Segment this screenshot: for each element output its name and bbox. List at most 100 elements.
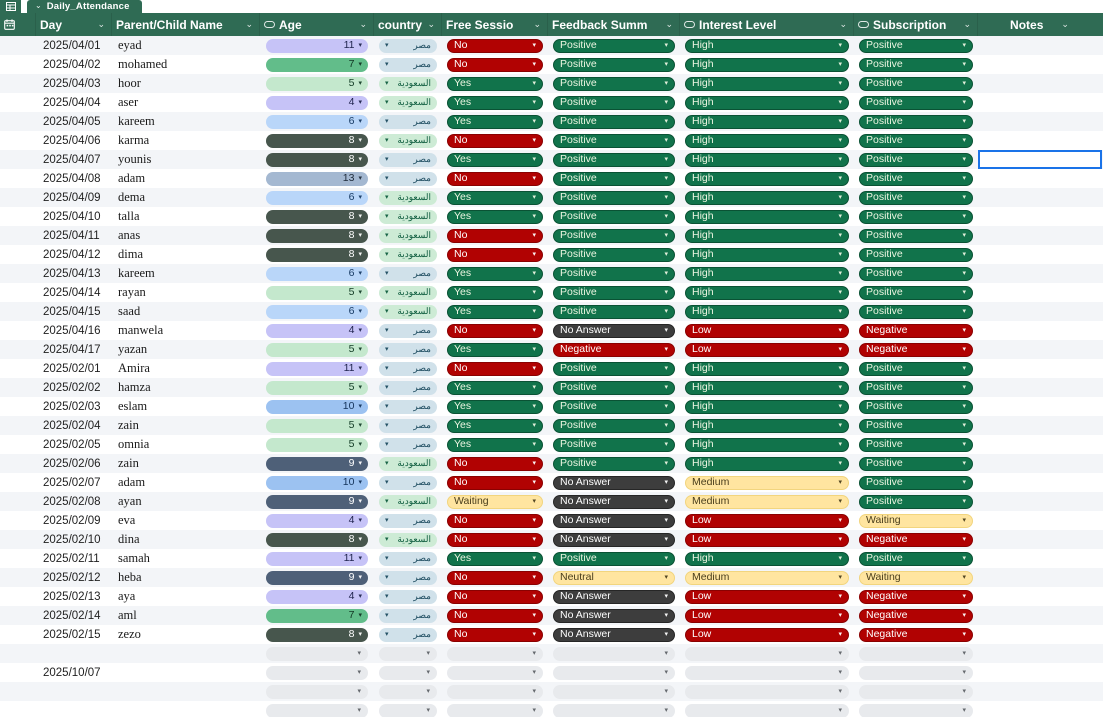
free-cell[interactable]: ▾ <box>442 701 548 717</box>
notes-cell[interactable] <box>978 397 1103 416</box>
dropdown-chip-empty[interactable]: ▾ <box>859 703 973 717</box>
dropdown-chip[interactable]: Positive ▾ <box>859 475 973 490</box>
country-cell[interactable]: ▾ السعودية <box>374 74 442 93</box>
name-cell[interactable]: eva <box>118 513 136 527</box>
notes-cell[interactable] <box>978 321 1103 340</box>
country-cell[interactable]: ▾ <box>374 682 442 701</box>
table-grid-icon[interactable] <box>0 0 21 13</box>
age-cell[interactable]: 6 ▾ <box>260 188 374 207</box>
dropdown-chip[interactable]: High ▾ <box>685 209 849 224</box>
row-gutter-cell[interactable] <box>0 663 36 682</box>
dropdown-chip[interactable]: Yes ▾ <box>447 152 543 167</box>
country-dropdown-chip[interactable]: ▾ مصر <box>379 152 437 167</box>
age-cell[interactable]: 8 ▾ <box>260 226 374 245</box>
day-cell[interactable]: 2025/04/16 <box>43 324 101 337</box>
free-cell[interactable]: Yes ▾ <box>442 549 548 568</box>
age-cell[interactable]: 6 ▾ <box>260 112 374 131</box>
dropdown-chip[interactable]: Positive ▾ <box>553 95 675 110</box>
dropdown-chip[interactable]: Yes ▾ <box>447 551 543 566</box>
row-gutter-cell[interactable] <box>0 283 36 302</box>
free-cell[interactable]: No ▾ <box>442 568 548 587</box>
dropdown-chip-empty[interactable]: ▾ <box>379 646 437 661</box>
dropdown-chip[interactable]: Low ▾ <box>685 589 849 604</box>
country-cell[interactable]: ▾ السعودية <box>374 530 442 549</box>
notes-cell[interactable] <box>978 511 1103 530</box>
dropdown-chip-empty[interactable]: ▾ <box>685 703 849 717</box>
interest-cell[interactable]: Low ▾ <box>680 340 854 359</box>
dropdown-chip[interactable]: High ▾ <box>685 380 849 395</box>
notes-cell[interactable] <box>978 378 1103 397</box>
day-cell[interactable]: 2025/02/01 <box>43 362 101 375</box>
dropdown-chip[interactable]: No ▾ <box>447 57 543 72</box>
age-dropdown-chip[interactable]: 4 ▾ <box>266 323 368 338</box>
age-cell[interactable]: 5 ▾ <box>260 416 374 435</box>
dropdown-chip[interactable]: Yes ▾ <box>447 114 543 129</box>
age-cell[interactable]: ▾ <box>260 644 374 663</box>
free-cell[interactable]: No ▾ <box>442 321 548 340</box>
interest-cell[interactable]: Low ▾ <box>680 511 854 530</box>
feedback-cell[interactable]: No Answer ▾ <box>548 587 680 606</box>
dropdown-chip[interactable]: No Answer ▾ <box>553 589 675 604</box>
feedback-cell[interactable]: Positive ▾ <box>548 549 680 568</box>
country-cell[interactable]: ▾ مصر <box>374 435 442 454</box>
interest-cell[interactable]: ▾ <box>680 644 854 663</box>
free-cell[interactable]: No ▾ <box>442 454 548 473</box>
dropdown-chip-empty[interactable]: ▾ <box>859 646 973 661</box>
dropdown-chip[interactable]: Positive ▾ <box>859 494 973 509</box>
day-cell[interactable]: 2025/04/06 <box>43 134 101 147</box>
country-cell[interactable]: ▾ مصر <box>374 264 442 283</box>
free-cell[interactable]: No ▾ <box>442 226 548 245</box>
age-dropdown-chip[interactable]: 11 ▾ <box>266 361 368 376</box>
country-dropdown-chip[interactable]: ▾ السعودية <box>379 304 437 319</box>
notes-cell[interactable] <box>978 549 1103 568</box>
interest-cell[interactable]: High ▾ <box>680 378 854 397</box>
dropdown-chip[interactable]: Positive ▾ <box>859 361 973 376</box>
dropdown-chip-empty[interactable]: ▾ <box>447 684 543 699</box>
free-cell[interactable]: No ▾ <box>442 606 548 625</box>
country-cell[interactable]: ▾ السعودية <box>374 207 442 226</box>
day-cell[interactable]: 2025/02/07 <box>43 476 101 489</box>
header-cell-free-session[interactable]: Free Sessio ⌄ <box>442 13 548 36</box>
country-cell[interactable]: ▾ مصر <box>374 169 442 188</box>
sub-cell[interactable]: ▾ <box>854 644 978 663</box>
name-cell[interactable]: rayan <box>118 285 146 299</box>
sub-cell[interactable]: Positive ▾ <box>854 245 978 264</box>
name-cell[interactable]: aml <box>118 608 137 622</box>
name-cell[interactable]: manwela <box>118 323 164 337</box>
notes-cell[interactable] <box>978 55 1103 74</box>
header-cell-feedback-summary[interactable]: Feedback Summ ⌄ <box>548 13 680 36</box>
row-gutter-cell[interactable] <box>0 112 36 131</box>
day-cell[interactable]: 2025/02/05 <box>43 438 101 451</box>
row-gutter-cell[interactable] <box>0 188 36 207</box>
feedback-cell[interactable]: No Answer ▾ <box>548 606 680 625</box>
sub-cell[interactable]: ▾ <box>854 701 978 717</box>
day-cell[interactable]: 2025/04/11 <box>43 229 100 242</box>
row-gutter-cell[interactable] <box>0 378 36 397</box>
sub-cell[interactable]: Waiting ▾ <box>854 568 978 587</box>
day-cell[interactable]: 2025/02/13 <box>43 590 101 603</box>
dropdown-chip[interactable]: No Answer ▾ <box>553 532 675 547</box>
free-cell[interactable]: Yes ▾ <box>442 207 548 226</box>
country-dropdown-chip[interactable]: ▾ السعودية <box>379 532 437 547</box>
name-cell[interactable]: anas <box>118 228 141 242</box>
name-cell[interactable]: hoor <box>118 76 141 90</box>
notes-cell[interactable] <box>978 530 1103 549</box>
dropdown-chip[interactable]: Positive ▾ <box>553 304 675 319</box>
name-cell[interactable]: eslam <box>118 399 148 413</box>
age-cell[interactable]: 8 ▾ <box>260 150 374 169</box>
row-gutter-cell[interactable] <box>0 549 36 568</box>
interest-cell[interactable]: Low ▾ <box>680 625 854 644</box>
dropdown-chip[interactable]: No ▾ <box>447 627 543 642</box>
country-dropdown-chip[interactable]: ▾ مصر <box>379 171 437 186</box>
country-dropdown-chip[interactable]: ▾ مصر <box>379 608 437 623</box>
row-gutter-cell[interactable] <box>0 682 36 701</box>
free-cell[interactable]: ▾ <box>442 644 548 663</box>
feedback-cell[interactable]: Positive ▾ <box>548 416 680 435</box>
dropdown-chip[interactable]: Positive ▾ <box>553 76 675 91</box>
country-cell[interactable]: ▾ مصر <box>374 378 442 397</box>
dropdown-chip[interactable]: Positive ▾ <box>553 133 675 148</box>
dropdown-chip[interactable]: Positive ▾ <box>859 209 973 224</box>
dropdown-chip[interactable]: High ▾ <box>685 76 849 91</box>
feedback-cell[interactable]: ▾ <box>548 682 680 701</box>
row-gutter-cell[interactable] <box>0 74 36 93</box>
